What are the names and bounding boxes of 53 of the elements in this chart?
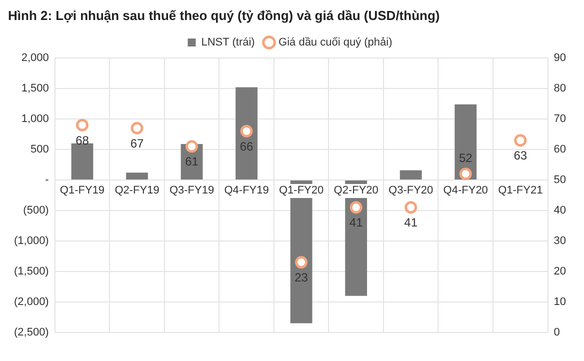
data-label: 66 (240, 139, 254, 154)
data-label: 67 (130, 136, 144, 150)
y2-tick-label: 0 (554, 326, 560, 338)
point (130, 122, 144, 134)
y2-tick-label: 60 (554, 144, 566, 156)
data-label: 52 (458, 151, 473, 166)
data-label: 61 (185, 154, 199, 169)
legend-label: LNST (trái) (201, 36, 255, 49)
y-tick-label: (2,000) (14, 296, 49, 308)
y2-tick-label: 70 (554, 113, 566, 126)
point (404, 201, 418, 214)
bar (236, 87, 258, 180)
point (186, 140, 198, 153)
y-tick-label: (2,500) (14, 326, 49, 338)
data-label: 41 (349, 216, 364, 230)
y2-tick-label: 80 (554, 82, 566, 95)
y2-tick-label: 50 (554, 174, 566, 186)
y2-tick-label: 30 (554, 234, 566, 247)
x-tick-label: Q2-FY19 (114, 184, 160, 196)
x-tick-label: Q3-FY19 (169, 184, 214, 196)
y2-tick-label: 20 (554, 265, 566, 278)
point (459, 168, 472, 180)
y2-tick-label: 40 (554, 204, 566, 216)
y2-tick-label: 90 (554, 52, 566, 64)
x-tick-label: Q2-FY20 (334, 184, 378, 196)
y-tick-label: 500 (30, 144, 49, 156)
point (76, 118, 88, 132)
bar (71, 143, 94, 180)
y-tick-label: (1,500) (14, 265, 49, 278)
data-label: 63 (514, 148, 528, 163)
x-tick-label: Q1-FY19 (60, 184, 105, 196)
y-tick-label: 1,500 (21, 82, 49, 95)
y-tick-label: (500) (23, 204, 49, 216)
y-tick-label: 2,000 (21, 52, 49, 64)
point (295, 256, 308, 269)
x-tick-label: Q4-FY19 (224, 184, 269, 196)
data-label: 41 (404, 216, 418, 230)
bar (126, 172, 148, 180)
point (240, 124, 253, 138)
y-tick-label: 1,000 (21, 113, 49, 126)
legend-label: Giá dầu cuối quý (phải) (278, 36, 392, 49)
x-tick-label: Q4-FY20 (443, 184, 488, 196)
x-tick-label: Q1-FY20 (278, 184, 324, 196)
x-tick-label: Q3-FY20 (388, 184, 434, 196)
chart-title: Hình 2: Lợi nhuận sau thuế theo quý (tỷ đồng) và giá dầu (USD/thùng) (8, 8, 441, 23)
data-label: 23 (294, 270, 308, 285)
point (350, 201, 362, 214)
x-tick-label: Q1-FY21 (498, 184, 543, 196)
point (514, 134, 527, 147)
y-tick-label: (1,000) (14, 234, 49, 247)
y2-tick-label: 10 (554, 296, 566, 308)
bar (400, 170, 422, 180)
y-tick-label: - (45, 174, 50, 186)
